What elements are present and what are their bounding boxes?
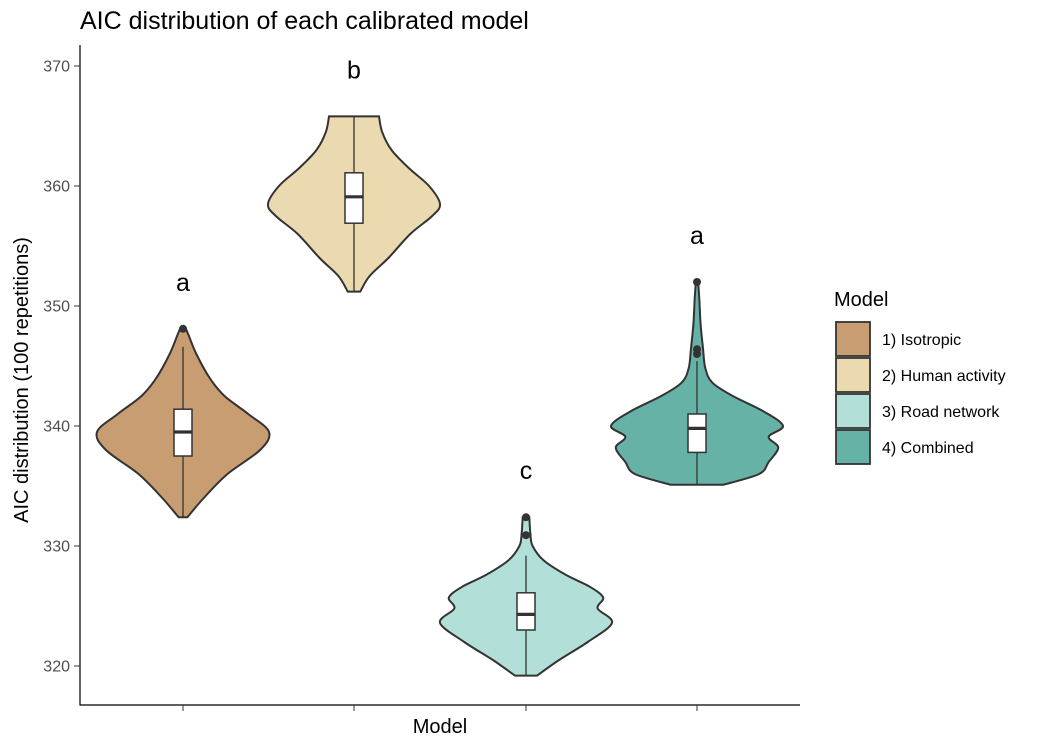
y-tick-label: 370 — [43, 59, 70, 76]
legend-key — [835, 429, 871, 465]
legend-title: Model — [834, 289, 888, 311]
outlier-point — [522, 531, 530, 540]
box — [516, 592, 536, 631]
significance-letter: a — [176, 269, 190, 297]
box — [687, 413, 707, 454]
outlier-point — [693, 345, 701, 354]
y-tick-label: 320 — [43, 659, 70, 676]
outlier-point — [693, 278, 701, 286]
significance-letter: c — [520, 457, 533, 485]
violin-group: c — [438, 457, 614, 677]
violin-group: b — [266, 56, 442, 293]
y-tick-label: 360 — [43, 179, 70, 196]
legend-label: 4) Combined — [882, 440, 974, 457]
significance-letter: b — [347, 56, 361, 84]
outlier-point — [522, 513, 530, 522]
legend-label: 2) Human activity — [882, 368, 1006, 385]
legend-label: 3) Road network — [882, 404, 1000, 421]
y-tick-label: 350 — [43, 299, 70, 316]
x-axis-title: Model — [413, 716, 467, 738]
legend-key — [835, 321, 871, 357]
chart-title: AIC distribution of each calibrated mode… — [80, 7, 529, 35]
legend-label: 1) Isotropic — [882, 332, 961, 349]
outlier-point — [179, 324, 187, 333]
y-tick-label: 330 — [43, 539, 70, 556]
violin-group: a — [610, 222, 784, 486]
violin-group: a — [95, 269, 271, 519]
legend: 1) Isotropic 2) Human activity 3) Road net… — [835, 321, 1006, 465]
y-axis-title: AIC distribution (100 repetitions) — [11, 237, 33, 523]
legend-key — [835, 393, 871, 429]
plot-area: 320 330 340 350 360 370 a b c a — [43, 45, 800, 711]
y-tick-label: 340 — [43, 419, 70, 436]
significance-letter: a — [690, 222, 704, 250]
legend-key — [835, 357, 871, 393]
